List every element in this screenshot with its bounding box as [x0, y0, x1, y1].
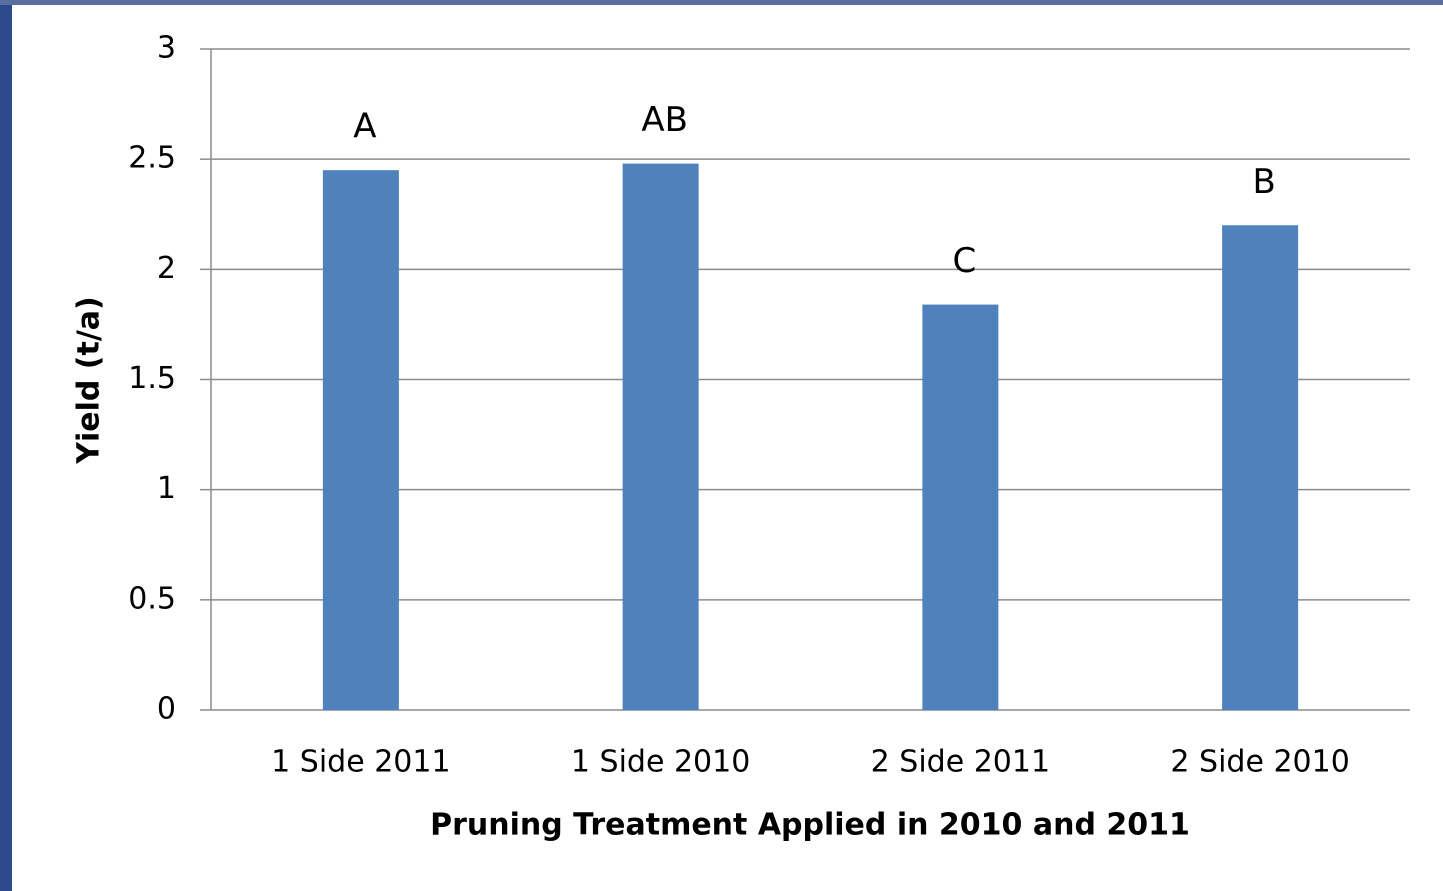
x-tick-label: 2 Side 2011 — [871, 745, 1050, 780]
frame-top — [0, 0, 1443, 5]
y-tick-label: 0 — [157, 692, 176, 727]
y-tick-label: 0.5 — [128, 581, 176, 616]
bar — [922, 304, 999, 710]
significance-label: AB — [641, 100, 688, 140]
significance-label: B — [1252, 162, 1275, 202]
y-tick-label: 1 — [157, 471, 176, 506]
x-tick-label: 1 Side 2011 — [271, 745, 450, 780]
x-tick-label: 2 Side 2010 — [1170, 745, 1349, 780]
y-tick-label: 2 — [157, 251, 176, 286]
bar — [622, 163, 699, 710]
y-axis-title: Yield (t/a) — [72, 296, 107, 465]
y-tick-label: 2.5 — [128, 141, 176, 176]
bar — [1222, 225, 1299, 710]
y-tick-label: 3 — [157, 31, 176, 66]
significance-label: C — [953, 241, 977, 281]
frame-left — [0, 0, 12, 891]
bar — [322, 170, 399, 710]
x-axis-title: Pruning Treatment Applied in 2010 and 20… — [430, 808, 1190, 843]
y-tick-label: 1.5 — [128, 361, 176, 396]
significance-label: A — [353, 107, 376, 147]
x-tick-label: 1 Side 2010 — [571, 745, 750, 780]
